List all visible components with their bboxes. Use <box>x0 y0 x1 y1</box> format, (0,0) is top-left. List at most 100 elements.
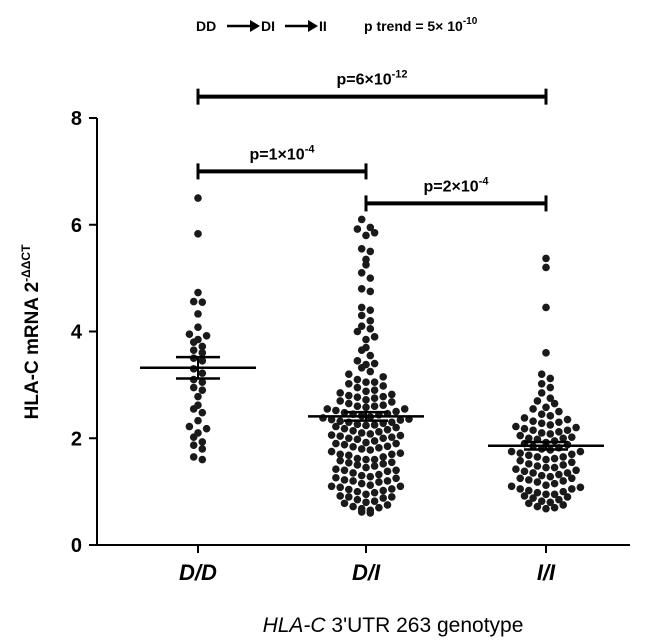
y-axis-label-superscript: -ΔΔCT <box>19 244 33 282</box>
data-point <box>189 453 198 461</box>
data-point <box>185 330 194 338</box>
data-point <box>353 461 362 469</box>
data-point <box>533 488 542 497</box>
data-point <box>507 447 516 456</box>
data-point <box>516 456 524 465</box>
data-point <box>345 451 353 460</box>
data-point <box>198 386 207 395</box>
data-point <box>357 215 366 224</box>
data-point <box>357 508 366 516</box>
data-point <box>357 346 366 354</box>
data-point <box>189 338 198 346</box>
data-point <box>555 470 563 479</box>
data-point <box>189 297 198 306</box>
data-point <box>516 485 524 493</box>
data-point <box>357 303 366 312</box>
data-point <box>392 407 400 416</box>
data-point <box>362 231 370 240</box>
data-point <box>366 430 375 438</box>
data-point <box>375 478 383 486</box>
data-point <box>388 418 396 427</box>
data-point <box>559 461 567 469</box>
data-point <box>189 383 198 392</box>
data-point <box>349 469 357 477</box>
data-point <box>542 490 550 499</box>
data-point <box>194 310 202 318</box>
x-axis-ticks: D/D D/I I/I <box>179 545 556 585</box>
data-point <box>559 487 567 496</box>
x-axis-label-rest: 3'UTR 263 genotype <box>326 614 524 637</box>
data-point <box>345 485 353 494</box>
data-point <box>323 405 332 413</box>
data-point <box>546 430 555 438</box>
trend-group-3: II <box>319 18 327 34</box>
data-point <box>370 402 379 411</box>
data-point <box>357 285 366 293</box>
data-point <box>198 408 207 417</box>
data-point <box>353 487 362 496</box>
data-point <box>353 393 362 401</box>
data-point <box>336 456 345 465</box>
data-point <box>362 260 370 269</box>
data-point <box>198 438 207 446</box>
data-point <box>340 499 349 508</box>
data-point <box>345 434 353 443</box>
data-point <box>379 392 388 401</box>
data-point <box>379 373 388 381</box>
data-point <box>542 303 550 312</box>
data-point <box>375 503 383 512</box>
data-point <box>332 465 340 474</box>
data-point <box>357 244 366 253</box>
data-point <box>362 403 370 412</box>
data-point <box>537 497 546 506</box>
data-point <box>366 247 375 256</box>
trend-pvalue-base: p trend = 5× 10 <box>364 18 463 34</box>
data-point <box>533 397 542 405</box>
comparison-p-value: p=6×10-12 <box>336 69 407 89</box>
data-point <box>379 494 388 502</box>
data-point <box>563 415 572 424</box>
data-point <box>353 495 362 504</box>
data-point <box>366 367 375 376</box>
y-axis-ticks: 0 2 4 6 8 <box>71 108 97 557</box>
data-point <box>572 466 580 475</box>
data-point <box>520 414 529 422</box>
data-point <box>516 449 524 457</box>
data-point <box>189 405 198 413</box>
data-point <box>550 490 559 499</box>
data-point <box>563 493 572 501</box>
trend-group-2: DI <box>261 18 275 34</box>
data-point <box>559 477 567 485</box>
data-point <box>370 497 379 506</box>
data-point <box>392 474 400 483</box>
data-point <box>370 359 379 368</box>
data-point <box>542 463 550 472</box>
data-point <box>396 482 405 491</box>
data-point <box>568 458 576 467</box>
data-point <box>366 509 375 517</box>
data-point <box>542 504 550 513</box>
data-point <box>525 476 533 484</box>
data-point <box>362 335 370 344</box>
data-point <box>529 405 537 413</box>
data-point <box>327 431 336 439</box>
data-point <box>189 441 198 449</box>
data-point <box>370 333 379 341</box>
data-point <box>357 429 366 437</box>
data-point <box>362 396 370 404</box>
data-point <box>537 419 546 428</box>
data-point <box>529 469 537 477</box>
data-point <box>362 255 370 264</box>
data-point <box>349 426 357 435</box>
data-point <box>537 370 546 379</box>
data-point <box>362 378 370 387</box>
data-point <box>345 370 353 379</box>
data-point <box>366 306 375 314</box>
data-point <box>198 342 207 351</box>
data-point <box>194 230 202 238</box>
data-point <box>568 433 576 441</box>
data-point <box>388 450 396 459</box>
data-point <box>542 263 550 272</box>
data-point <box>198 455 207 464</box>
data-point <box>537 471 546 480</box>
